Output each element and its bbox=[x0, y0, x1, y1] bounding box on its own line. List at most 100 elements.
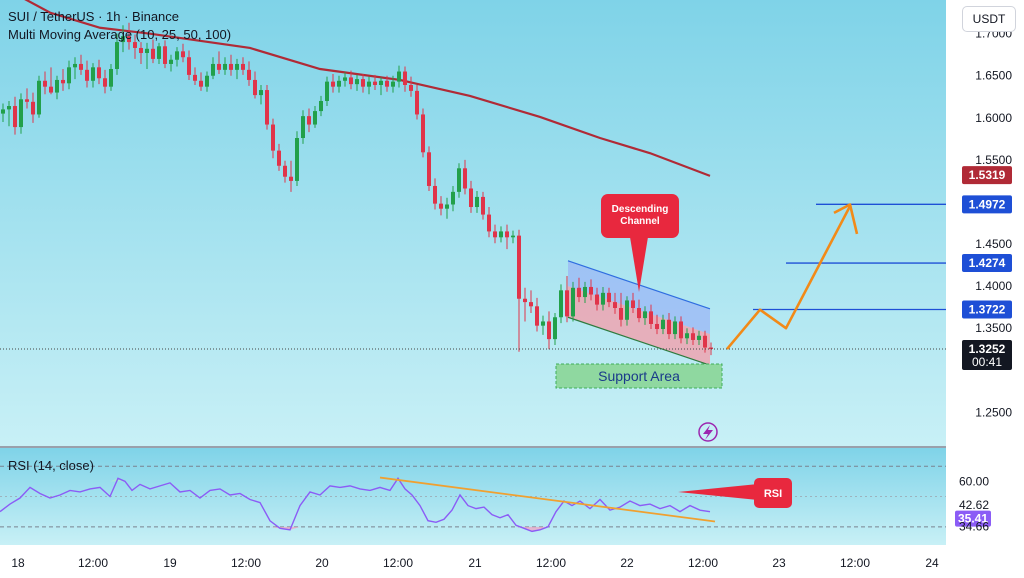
candle-body bbox=[289, 176, 293, 181]
time-tick-label: 24 bbox=[925, 556, 939, 570]
candle bbox=[391, 75, 395, 93]
candle-body bbox=[313, 111, 317, 125]
rsi-oversold-fill bbox=[290, 526, 300, 530]
time-tick-label: 12:00 bbox=[231, 556, 261, 570]
candle-body bbox=[193, 74, 197, 81]
candle bbox=[457, 163, 461, 198]
candle bbox=[643, 306, 647, 325]
candle bbox=[343, 72, 347, 87]
candle-body bbox=[433, 185, 437, 204]
candle bbox=[577, 277, 581, 303]
candle-body bbox=[259, 90, 263, 96]
candle-body bbox=[337, 80, 341, 87]
rsi-callout-pointer bbox=[678, 484, 758, 500]
candle-body bbox=[457, 168, 461, 192]
candle bbox=[229, 54, 233, 76]
candle-body bbox=[643, 311, 647, 319]
candle bbox=[601, 286, 605, 311]
candle bbox=[235, 58, 239, 80]
candle-body bbox=[613, 302, 617, 308]
candle bbox=[187, 50, 191, 80]
candle bbox=[499, 226, 503, 243]
candle bbox=[151, 39, 155, 64]
candle-body bbox=[79, 63, 83, 70]
countdown-text: 00:41 bbox=[972, 355, 1002, 369]
candle bbox=[139, 42, 143, 64]
candle bbox=[121, 25, 125, 53]
candle bbox=[211, 57, 215, 80]
price-tick-label: 1.4000 bbox=[975, 279, 1012, 293]
candle-body bbox=[139, 47, 143, 54]
channel-callout-text: Descending bbox=[612, 204, 669, 215]
candle-body bbox=[403, 71, 407, 85]
candle-body bbox=[565, 290, 569, 317]
candle bbox=[451, 185, 455, 212]
candle bbox=[163, 40, 167, 69]
price-tick-label: 1.5500 bbox=[975, 153, 1012, 167]
candle-body bbox=[85, 69, 89, 81]
candle bbox=[361, 74, 365, 93]
currency-button[interactable]: USDT bbox=[962, 6, 1016, 32]
channel-callout-text: Channel bbox=[620, 216, 660, 227]
support-area-label: Support Area bbox=[598, 368, 680, 384]
candle bbox=[7, 100, 11, 127]
candle-body bbox=[1, 109, 5, 114]
candle-body bbox=[91, 67, 95, 81]
candle bbox=[103, 69, 107, 94]
rsi-tick-label: 34.66 bbox=[959, 520, 989, 534]
rsi-tick-label: 42.62 bbox=[959, 498, 989, 512]
candle-body bbox=[475, 196, 479, 208]
candle bbox=[145, 42, 149, 70]
candle bbox=[91, 63, 95, 88]
forecast-arrowhead bbox=[833, 203, 859, 235]
time-tick-label: 12:00 bbox=[78, 556, 108, 570]
candle-body bbox=[547, 321, 551, 340]
candle-body bbox=[397, 71, 401, 82]
candle bbox=[133, 34, 137, 59]
candle-body bbox=[631, 300, 635, 308]
channel-upper-fill bbox=[568, 260, 710, 335]
candle-body bbox=[19, 99, 23, 128]
candle bbox=[517, 229, 521, 352]
candle-body bbox=[97, 67, 101, 79]
candle-body bbox=[667, 319, 671, 335]
candle-body bbox=[451, 191, 455, 205]
candle bbox=[541, 315, 545, 335]
time-tick-label: 12:00 bbox=[840, 556, 870, 570]
candle bbox=[73, 57, 77, 80]
candle-body bbox=[355, 79, 359, 85]
candle bbox=[313, 106, 317, 128]
candle bbox=[433, 178, 437, 210]
candle-body bbox=[223, 63, 227, 70]
candle-body bbox=[409, 84, 413, 91]
candle-body bbox=[469, 188, 473, 208]
candle bbox=[205, 71, 209, 92]
price-badge bbox=[962, 254, 1012, 273]
candle bbox=[67, 60, 71, 90]
candle-body bbox=[115, 42, 119, 70]
candle-body bbox=[637, 307, 641, 319]
candle-body bbox=[181, 51, 185, 58]
candle bbox=[589, 279, 593, 301]
candle-body bbox=[703, 335, 707, 348]
candle bbox=[85, 60, 89, 88]
candle bbox=[115, 33, 119, 75]
candle-body bbox=[535, 306, 539, 326]
candle bbox=[691, 327, 695, 346]
candle-body bbox=[67, 67, 71, 84]
candle bbox=[265, 84, 269, 130]
candle bbox=[271, 118, 275, 159]
candle bbox=[619, 292, 623, 327]
candle bbox=[637, 299, 641, 323]
candle-body bbox=[673, 321, 677, 335]
rsi-value-text: 35.41 bbox=[958, 512, 988, 526]
candle-body bbox=[301, 116, 305, 139]
forecast-arrow bbox=[726, 205, 852, 350]
candle bbox=[19, 93, 23, 134]
candle bbox=[655, 314, 659, 335]
candle-body bbox=[25, 99, 29, 102]
candle bbox=[415, 84, 419, 120]
price-badge-text: 1.3252 bbox=[969, 342, 1006, 356]
candle bbox=[325, 76, 329, 107]
time-tick-label: 18 bbox=[11, 556, 25, 570]
